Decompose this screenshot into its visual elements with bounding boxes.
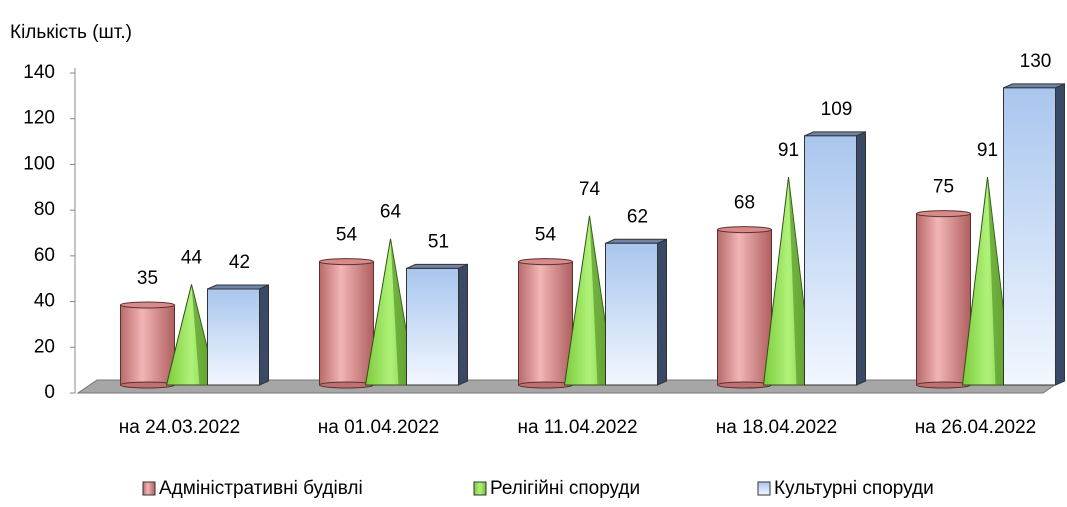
bar-top xyxy=(518,258,573,266)
box-side xyxy=(259,284,269,386)
legend-label: Адміністративні будівлі xyxy=(159,478,363,499)
y-tick-label: 20 xyxy=(34,336,55,357)
bar-top xyxy=(319,258,374,266)
legend-swatch xyxy=(757,481,771,496)
legend-swatch xyxy=(142,481,156,496)
data-label: 91 xyxy=(977,140,998,161)
box-side xyxy=(657,238,667,386)
box-top xyxy=(1003,83,1065,89)
bar xyxy=(518,261,573,386)
bar-top xyxy=(717,226,772,234)
box-side xyxy=(856,131,866,386)
box-side xyxy=(458,263,468,386)
bar xyxy=(804,135,857,386)
bar xyxy=(717,229,772,386)
data-label: 62 xyxy=(627,206,648,227)
legend-label: Культурні споруди xyxy=(774,478,934,499)
box-side xyxy=(1055,83,1065,386)
data-label: 54 xyxy=(336,225,358,246)
bar-top xyxy=(916,210,971,218)
data-label: 91 xyxy=(778,140,799,161)
x-tick-label: на 11.04.2022 xyxy=(517,417,637,438)
bar xyxy=(406,267,459,386)
y-axis-label: Кількість (шт.) xyxy=(10,22,132,43)
bar-top xyxy=(120,301,175,309)
legend-label: Релігійні споруди xyxy=(490,478,640,499)
y-tick-label: 140 xyxy=(23,62,55,83)
data-label: 74 xyxy=(579,179,601,200)
box-top xyxy=(406,263,468,269)
x-tick-label: на 24.03.2022 xyxy=(119,417,240,438)
box-top xyxy=(207,284,269,290)
data-label: 54 xyxy=(535,225,557,246)
bar xyxy=(120,304,175,386)
data-label: 44 xyxy=(181,247,203,268)
bar xyxy=(605,242,658,386)
box-top xyxy=(804,131,866,137)
x-tick-label: на 01.04.2022 xyxy=(318,417,439,438)
y-tick-label: 0 xyxy=(44,382,55,403)
box-top xyxy=(605,238,667,244)
y-tick-label: 40 xyxy=(34,291,55,312)
y-tick-label: 80 xyxy=(34,199,55,220)
data-label: 35 xyxy=(137,268,158,289)
x-tick-label: на 26.04.2022 xyxy=(915,417,1036,438)
legend-swatch xyxy=(473,481,487,496)
y-tick-label: 60 xyxy=(34,245,55,266)
data-label: 75 xyxy=(933,177,954,198)
y-tick-label: 120 xyxy=(23,108,55,129)
bar xyxy=(1003,87,1056,386)
bar xyxy=(207,288,260,386)
data-label: 64 xyxy=(380,202,402,223)
data-label: 42 xyxy=(229,252,250,273)
x-tick-label: на 18.04.2022 xyxy=(716,417,837,438)
cone-shade xyxy=(390,238,416,385)
bar xyxy=(319,261,374,386)
data-label: 51 xyxy=(428,231,449,252)
data-label: 130 xyxy=(1020,51,1052,72)
data-label: 109 xyxy=(821,99,853,120)
data-label: 68 xyxy=(734,193,755,214)
bar xyxy=(916,213,971,386)
y-tick-label: 100 xyxy=(23,153,55,174)
